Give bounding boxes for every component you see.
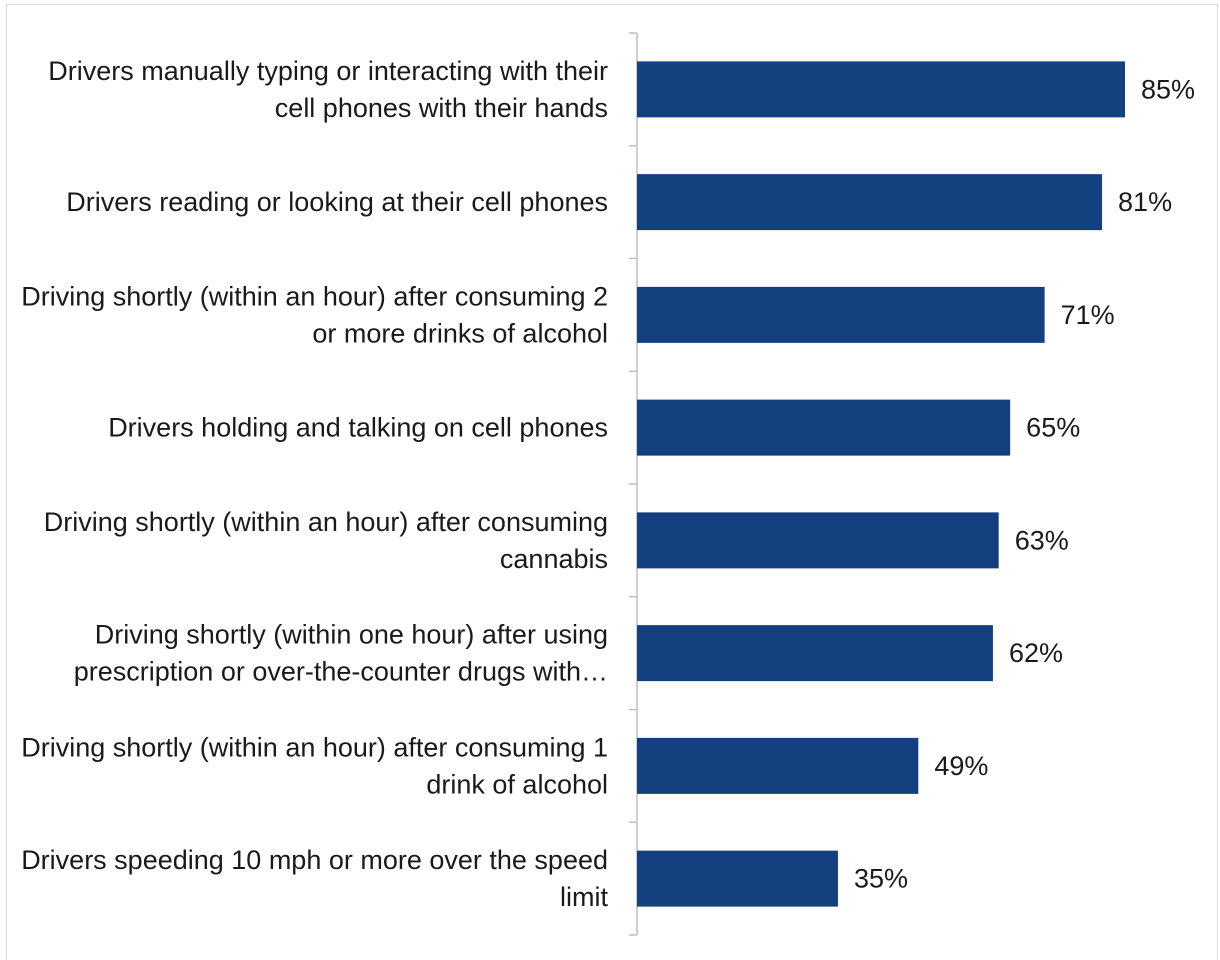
value-label: 35% (854, 864, 908, 894)
category-label: drink of alcohol (426, 769, 608, 799)
value-label: 81% (1118, 187, 1172, 217)
bar (637, 174, 1103, 231)
category-label: Drivers manually typing or interacting w… (48, 56, 608, 86)
category-axis (629, 32, 638, 936)
bar (637, 625, 993, 682)
bar (637, 512, 999, 569)
category-label: limit (560, 882, 608, 912)
category-label: Driving shortly (within an hour) after c… (21, 732, 608, 762)
category-label: Drivers holding and talking on cell phon… (108, 413, 608, 443)
category-label: Drivers reading or looking at their cell… (66, 187, 608, 217)
bar (637, 737, 919, 794)
bar (637, 286, 1045, 343)
bar (637, 850, 838, 907)
category-labels: Drivers manually typing or interacting w… (21, 56, 608, 912)
value-label: 63% (1015, 525, 1069, 555)
chart-frame (6, 4, 1218, 960)
value-label: 62% (1009, 638, 1063, 668)
category-label: cell phones with their hands (275, 93, 608, 123)
category-label: Drivers speeding 10 mph or more over the… (21, 845, 608, 875)
bar (637, 399, 1011, 456)
value-label: 71% (1061, 300, 1115, 330)
category-label: Driving shortly (within an hour) after c… (21, 281, 608, 311)
category-label: or more drinks of alcohol (312, 318, 608, 348)
value-labels: 85% 81% 71% 65% 63% 62% 49% 35% (854, 74, 1195, 893)
value-label: 85% (1141, 74, 1195, 104)
bars (637, 61, 1125, 907)
category-label: Driving shortly (within an hour) after c… (44, 507, 608, 537)
category-label: cannabis (500, 544, 608, 574)
category-label: prescription or over-the-counter drugs w… (74, 657, 608, 687)
value-label: 49% (934, 751, 988, 781)
value-label: 65% (1026, 413, 1080, 443)
category-label: Driving shortly (within one hour) after … (95, 620, 608, 650)
bar (637, 61, 1125, 118)
